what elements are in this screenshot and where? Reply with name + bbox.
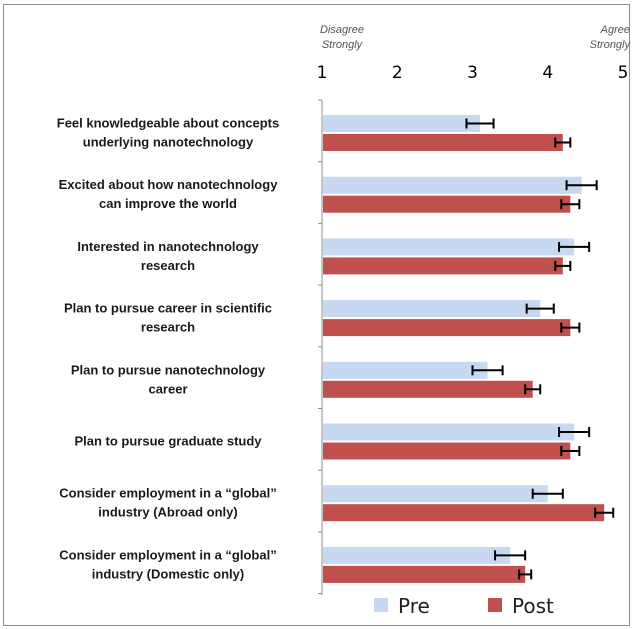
x-tick-label-2: 2 <box>392 63 403 83</box>
error-bar-post-5 <box>560 446 581 456</box>
bar-pre-6 <box>323 485 548 503</box>
legend-label-post: Post <box>512 594 554 618</box>
error-bar-post-4 <box>524 384 542 395</box>
error-bar-pre-1 <box>565 180 598 191</box>
bar-pre-4 <box>323 361 488 379</box>
error-bar-post-7 <box>518 569 533 580</box>
bar-post-4 <box>323 380 533 398</box>
category-label-1-line-0: Excited about how nanotechnology <box>59 177 279 192</box>
category-label-0-line-1: underlying nanotechnology <box>83 135 254 150</box>
error-bar-pre-0 <box>465 118 495 129</box>
bar-pre-1 <box>323 176 582 194</box>
error-bar-post-0 <box>554 137 572 148</box>
category-label-4-line-1: career <box>148 381 187 396</box>
error-bar-pre-7 <box>494 550 527 561</box>
anchor-left-line-1: Strongly <box>322 39 364 51</box>
bar-post-2 <box>323 257 563 275</box>
error-bar-pre-2 <box>558 241 591 252</box>
bar-pre-5 <box>323 423 575 441</box>
legend-label-pre: Pre <box>398 594 430 618</box>
category-label-3-line-1: research <box>141 320 195 335</box>
bar-post-5 <box>323 442 571 460</box>
chart-frame <box>3 4 630 626</box>
bar-pre-2 <box>323 238 575 256</box>
category-label-3-line-0: Plan to pursue career in scientific <box>64 301 272 316</box>
error-bar-pre-6 <box>531 488 564 499</box>
category-label-4-line-0: Plan to pursue nanotechnology <box>71 362 266 377</box>
category-label-5-line-0: Plan to pursue graduate study <box>74 434 262 449</box>
category-label-0-line-0: Feel knowledgeable about concepts <box>57 116 280 131</box>
anchor-right-line-0: Agree <box>600 24 630 36</box>
x-tick-label-4: 4 <box>542 63 553 83</box>
legend-swatch-pre <box>374 598 388 612</box>
bar-pre-0 <box>323 115 481 132</box>
category-label-6-line-1: industry (Abroad only) <box>98 505 237 520</box>
error-bar-post-3 <box>560 322 581 333</box>
category-label-7-line-1: industry (Domestic only) <box>92 566 244 581</box>
category-label-1-line-1: can improve the world <box>99 196 237 211</box>
anchor-left-line-0: Disagree <box>320 24 364 36</box>
category-label-7-line-0: Consider employment in a “global” <box>59 547 276 562</box>
bar-post-1 <box>323 195 571 213</box>
bar-post-6 <box>323 504 605 522</box>
category-label-2-line-0: Interested in nanotechnology <box>77 239 259 254</box>
error-bar-post-1 <box>560 199 581 210</box>
error-bar-post-2 <box>554 260 572 271</box>
category-labels: Feel knowledgeable about concepts underly… <box>57 116 280 582</box>
bar-post-3 <box>323 319 571 337</box>
error-bar-post-6 <box>594 507 615 518</box>
bar-post-0 <box>323 134 563 151</box>
x-tick-label-1: 1 <box>317 63 328 83</box>
category-label-2-line-1: research <box>141 258 195 273</box>
anchor-right-line-1: Strongly <box>590 39 632 51</box>
bar-pre-7 <box>323 546 511 564</box>
bar-post-7 <box>323 565 526 583</box>
x-tick-label-5: 5 <box>618 63 629 83</box>
bar-pre-3 <box>323 300 541 318</box>
error-bars <box>465 118 615 580</box>
bars <box>323 115 605 583</box>
scale-anchor-labels: Disagree Strongly Agree Strongly <box>320 24 632 51</box>
x-tick-label-3: 3 <box>467 63 478 83</box>
legend: Pre Post <box>374 594 554 618</box>
x-axis-tick-labels: 1 2 3 4 5 <box>317 63 629 83</box>
category-label-6-line-0: Consider employment in a “global” <box>59 486 276 501</box>
error-bar-pre-4 <box>471 365 504 376</box>
legend-swatch-post <box>488 598 502 612</box>
error-bar-pre-3 <box>525 303 555 314</box>
error-bar-pre-5 <box>558 427 591 437</box>
value-axis <box>318 99 323 595</box>
